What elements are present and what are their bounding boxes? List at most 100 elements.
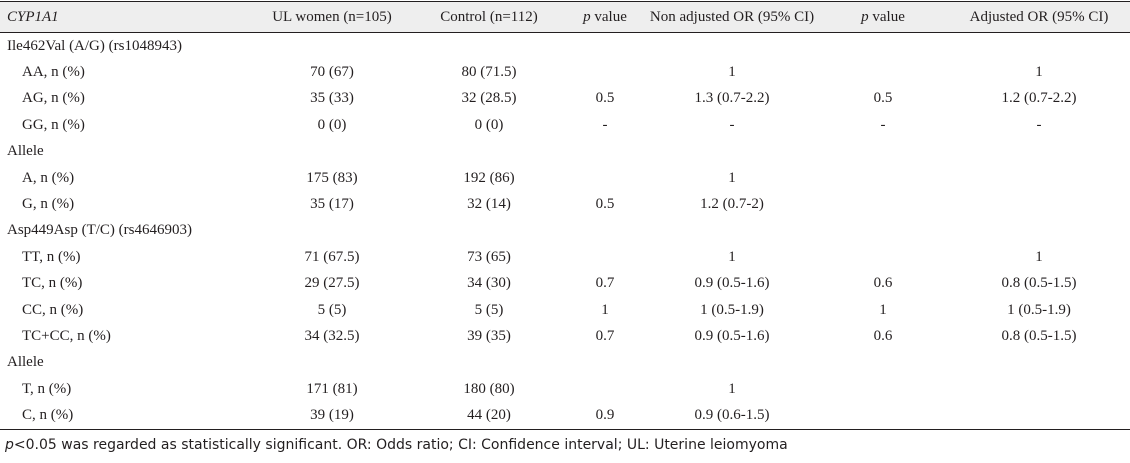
- cell-adjusted-or: [948, 33, 1130, 60]
- cell-non-adjusted-or: 0.9 (0.6-1.5): [646, 402, 818, 430]
- cell-p-value: 0.7: [595, 327, 615, 344]
- cell-ul-women: 175 (83): [306, 169, 358, 186]
- cell-p-value: [564, 218, 646, 244]
- cell-ul-women: 70 (67): [310, 64, 354, 81]
- cell-p-value: -: [602, 116, 608, 133]
- cell-p-value: [564, 139, 646, 165]
- cell-ul-women: 39 (19): [250, 402, 414, 430]
- cell-control: 44 (20): [414, 402, 564, 430]
- cell-adjusted-or: 1 (0.5-1.9): [1007, 301, 1071, 318]
- cell-non-adjusted-or: 1 (0.5-1.9): [700, 301, 764, 318]
- header-control: Control (n=112): [414, 1, 564, 33]
- cell-genotype: Allele: [7, 143, 44, 160]
- footnote-text: <0.05 was regarded as statistically sign…: [13, 436, 788, 453]
- cell-adjusted-or: 0.8 (0.5-1.5): [1001, 327, 1077, 344]
- cell-non-adjusted-or: 0.9 (0.5-1.6): [694, 275, 770, 292]
- cell-adjusted-p-value: 0.5: [873, 90, 893, 107]
- table-row: C, n (%) 39 (19) 44 (20) 0.9 0.9 (0.6-1.5): [0, 402, 1130, 430]
- header-p-italic-1: p: [583, 8, 591, 25]
- cell-adjusted-or: [948, 350, 1130, 376]
- cell-non-adjusted-or: 1: [728, 248, 736, 265]
- cell-control: 34 (30): [467, 275, 511, 292]
- header-ul-women: UL women (n=105): [250, 1, 414, 33]
- cell-p-value: 1: [601, 301, 609, 318]
- cell-genotype: T, n (%): [22, 380, 72, 397]
- cell-p-value: 0.5: [595, 196, 615, 213]
- cell-control: 73 (65): [467, 248, 511, 265]
- cell-genotype: Ile462Val (A/G) (rs1048943): [7, 37, 182, 54]
- cell-ul-women: 71 (67.5): [304, 248, 360, 265]
- cell-control: 5 (5): [474, 301, 504, 318]
- cell-p-value: [564, 376, 646, 402]
- cell-adjusted-or: 0.8 (0.5-1.5): [1001, 275, 1077, 292]
- cell-adjusted-p-value: [818, 165, 948, 191]
- cell-p-value: 0.7: [595, 275, 615, 292]
- table-row: AA, n (%) 70 (67) 80 (71.5) 1 1: [0, 59, 1130, 85]
- section-row: Ile462Val (A/G) (rs1048943): [0, 33, 1130, 60]
- cell-adjusted-or: [948, 165, 1130, 191]
- table-row: G, n (%) 35 (17) 32 (14) 0.5 1.2 (0.7-2): [0, 191, 1130, 217]
- header-p-italic-2: p: [861, 8, 869, 25]
- cell-ul-women: [250, 350, 414, 376]
- cell-genotype: CC, n (%): [22, 301, 84, 318]
- cell-adjusted-p-value: [818, 33, 948, 60]
- cell-genotype: C, n (%): [0, 402, 250, 430]
- cyp1a1-genotype-table: CYP1A1 UL women (n=105) Control (n=112) …: [0, 1, 1130, 430]
- header-p-suffix-1: value: [590, 8, 627, 25]
- cell-non-adjusted-or: 1: [728, 64, 736, 81]
- cell-genotype: TC, n (%): [22, 275, 83, 292]
- cell-adjusted-p-value: [818, 139, 948, 165]
- cell-ul-women: [250, 33, 414, 60]
- cell-non-adjusted-or: [646, 350, 818, 376]
- cell-control: 32 (28.5): [461, 90, 517, 107]
- cell-non-adjusted-or: 0.9 (0.5-1.6): [694, 327, 770, 344]
- table-row: TC+CC, n (%) 34 (32.5) 39 (35) 0.7 0.9 (0.5-…: [0, 323, 1130, 349]
- header-p-value-2: p value: [818, 1, 948, 33]
- cell-ul-women: 171 (81): [306, 380, 358, 397]
- cell-control: [414, 33, 564, 60]
- table-row: GG, n (%) 0 (0) 0 (0) - - - -: [0, 112, 1130, 138]
- cell-adjusted-or: [948, 139, 1130, 165]
- cell-ul-women: [250, 218, 414, 244]
- cell-control: [414, 218, 564, 244]
- cell-genotype: G, n (%): [22, 196, 75, 213]
- header-p-value-1: p value: [564, 1, 646, 33]
- cell-non-adjusted-or: [646, 139, 818, 165]
- cell-p-value: [564, 33, 646, 60]
- cell-ul-women: 0 (0): [317, 116, 347, 133]
- cell-p-value: [564, 244, 646, 270]
- table-body: Ile462Val (A/G) (rs1048943) AA, n (%) 70 (…: [0, 33, 1130, 430]
- cell-p-value: [564, 59, 646, 85]
- section-row: Asp449Asp (T/C) (rs4646903): [0, 218, 1130, 244]
- cell-control: [414, 350, 564, 376]
- cell-adjusted-p-value: -: [880, 116, 886, 133]
- cell-ul-women: 35 (17): [310, 196, 354, 213]
- cell-genotype: Allele: [7, 354, 44, 371]
- cell-non-adjusted-or: [646, 218, 818, 244]
- cell-adjusted-or: 1: [1035, 248, 1043, 265]
- table-row: TT, n (%) 71 (67.5) 73 (65) 1 1: [0, 244, 1130, 270]
- footnote-p-italic: p: [5, 436, 14, 453]
- cell-adjusted-p-value: [818, 59, 948, 85]
- cell-control: 32 (14): [467, 196, 511, 213]
- cell-adjusted-p-value: [818, 191, 948, 217]
- cell-ul-women: 29 (27.5): [304, 275, 360, 292]
- table-footnote: p<0.05 was regarded as statistically sig…: [0, 437, 1130, 453]
- cell-non-adjusted-or: [646, 33, 818, 60]
- header-p-suffix-2: value: [868, 8, 905, 25]
- cell-control: 39 (35): [467, 327, 511, 344]
- cell-adjusted-p-value: 0.6: [873, 327, 893, 344]
- cell-p-value: 0.5: [595, 90, 615, 107]
- cell-adjusted-or: [948, 218, 1130, 244]
- cell-adjusted-p-value: [818, 218, 948, 244]
- header-gene: CYP1A1: [0, 1, 250, 33]
- cell-p-value: [564, 165, 646, 191]
- cell-non-adjusted-or: -: [729, 116, 735, 133]
- cell-adjusted-or: 1: [1035, 64, 1043, 81]
- cell-ul-women: 34 (32.5): [304, 327, 360, 344]
- cell-control: 180 (80): [463, 380, 515, 397]
- table-row: AG, n (%) 35 (33) 32 (28.5) 0.5 1.3 (0.7-2.2…: [0, 86, 1130, 112]
- cell-ul-women: 5 (5): [317, 301, 347, 318]
- cell-adjusted-or: [948, 376, 1130, 402]
- cell-adjusted-or: [948, 191, 1130, 217]
